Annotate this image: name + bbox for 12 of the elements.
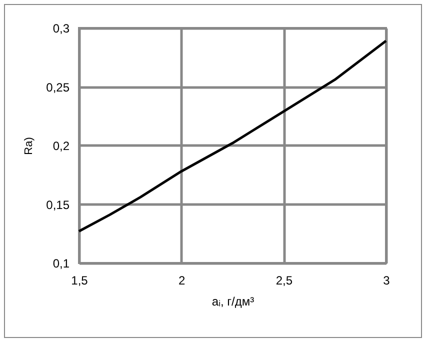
y-tick-label: 0,15	[46, 198, 70, 212]
y-tick-label: 0,25	[46, 80, 70, 94]
x-tick-label: 1,5	[71, 274, 88, 288]
y-tick-label: 0,2	[52, 139, 70, 153]
y-tick-label: 0,3	[52, 22, 70, 36]
y-tick-label: 0,1	[52, 256, 70, 270]
x-tick-label: 3	[383, 274, 390, 288]
x-axis-title: aᵢ, г/дм³	[212, 294, 254, 308]
line-series	[78, 40, 388, 233]
x-tick-label: 2,5	[276, 274, 293, 288]
x-tick-label: 2	[178, 274, 186, 288]
y-axis-title: Ra)	[23, 137, 36, 155]
